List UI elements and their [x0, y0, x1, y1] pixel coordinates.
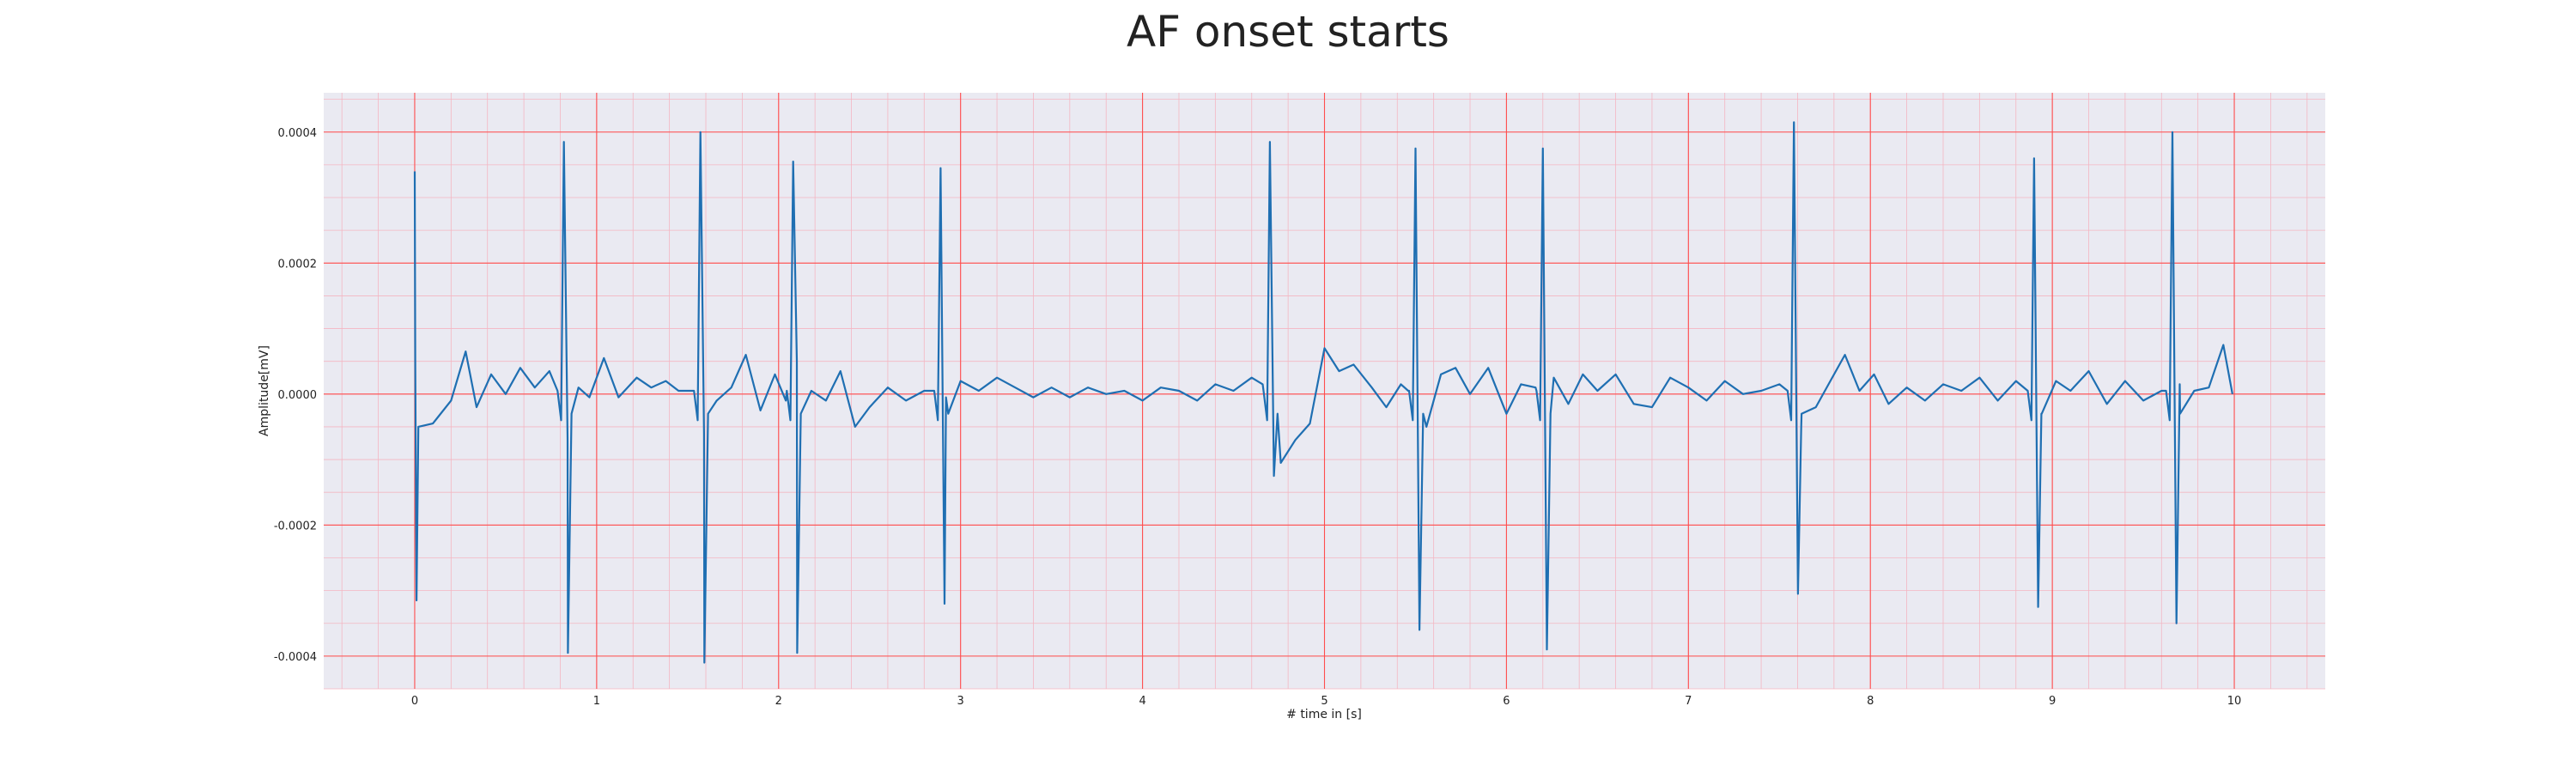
x-axis-label: # time in [s] — [1286, 708, 1362, 721]
x-tick-label: 7 — [1685, 695, 1692, 708]
tick-labels: 0 1 2 3 4 5 6 7 8 9 10 -0.0004 -0.0002 0.0000 0.0002 0.… — [274, 127, 2242, 708]
ecg-signal-line — [413, 121, 2233, 664]
x-tick-label: 9 — [2049, 695, 2056, 708]
chart-title: AF onset starts — [1127, 7, 1449, 57]
grid — [324, 93, 2325, 690]
x-tick-label: 1 — [593, 695, 600, 708]
y-tick-label: 0.0004 — [278, 127, 318, 140]
y-tick-label: 0.0000 — [278, 389, 318, 402]
y-tick-label: -0.0002 — [274, 520, 317, 533]
y-tick-label: 0.0002 — [278, 258, 318, 271]
x-tick-label: 4 — [1139, 695, 1145, 708]
x-tick-label: 2 — [775, 695, 782, 708]
x-tick-label: 3 — [957, 695, 964, 708]
x-tick-label: 10 — [2227, 695, 2242, 708]
y-tick-label: -0.0004 — [274, 651, 317, 664]
x-tick-label: 0 — [411, 695, 418, 708]
x-tick-label: 8 — [1867, 695, 1874, 708]
x-tick-label: 5 — [1321, 695, 1327, 708]
x-tick-label: 6 — [1503, 695, 1510, 708]
y-axis-label: Amplitude[mV] — [258, 345, 271, 436]
